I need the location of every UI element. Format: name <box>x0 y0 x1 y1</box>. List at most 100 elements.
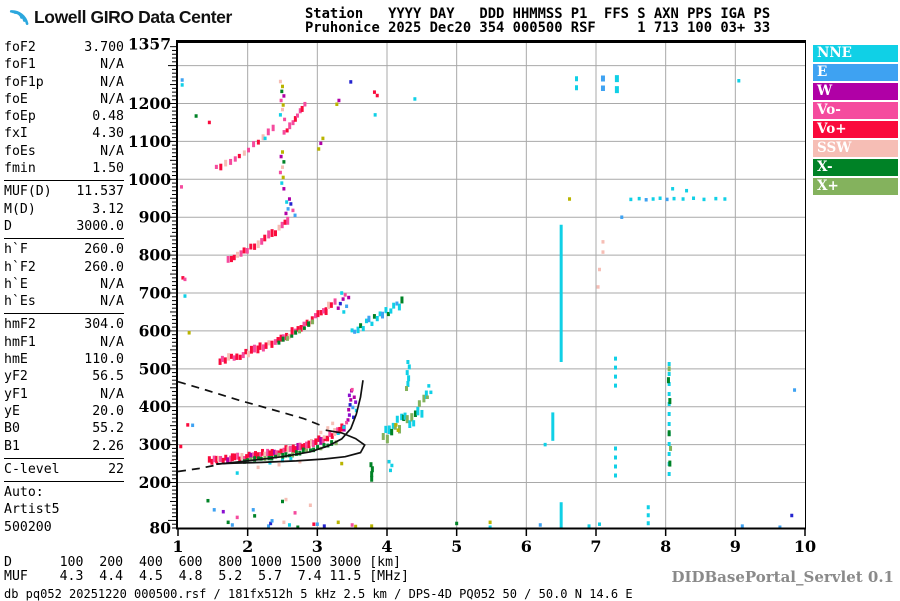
giro-wave-icon <box>7 4 31 30</box>
legend-item-x: X+ <box>813 178 898 195</box>
svg-text:5: 5 <box>451 537 462 556</box>
svg-text:80: 80 <box>149 519 171 538</box>
param-label: M(D) <box>4 201 36 217</box>
svg-text:1100: 1100 <box>128 132 171 151</box>
param-value: N/A <box>100 74 124 90</box>
param-label: hmF1 <box>4 334 36 350</box>
svg-text:3: 3 <box>312 537 323 556</box>
svg-text:1000: 1000 <box>128 170 171 189</box>
param-row: MUF(D) 11.537 <box>4 183 124 200</box>
param-value: 11.537 <box>76 184 124 200</box>
svg-text:4: 4 <box>381 537 392 556</box>
legend-item-nne: NNE <box>813 45 898 62</box>
auto-scaling-label: 500200 <box>4 519 52 535</box>
svg-text:700: 700 <box>139 284 172 303</box>
param-row: yF1 N/A <box>4 386 124 403</box>
svg-text:200: 200 <box>139 473 172 492</box>
panel-separator <box>4 313 124 315</box>
param-value: 3.700 <box>84 40 124 55</box>
param-row: foF1p N/A <box>4 74 124 91</box>
svg-text:6: 6 <box>521 537 532 556</box>
echo-direction-legend: NNE E W Vo- Vo+ SSW X- X+ <box>813 45 898 197</box>
param-row: h`F 260.0 <box>4 241 124 258</box>
legend-item-e: E <box>813 64 898 81</box>
legend-item-vo: Vo+ <box>813 121 898 138</box>
svg-text:800: 800 <box>139 246 172 265</box>
param-label: B1 <box>4 438 20 454</box>
param-row: h`Es N/A <box>4 293 124 310</box>
param-label: h`E <box>4 276 28 292</box>
param-label: foF2 <box>4 40 36 55</box>
panel-separator <box>4 180 124 182</box>
param-value: N/A <box>100 57 124 73</box>
param-row: h`E N/A <box>4 276 124 293</box>
param-row: foEp 0.48 <box>4 108 124 125</box>
param-row: hmF1 N/A <box>4 334 124 351</box>
distance-row: D 100 200 400 600 800 1000 1500 3000 [km… <box>4 555 401 570</box>
param-row: B1 2.26 <box>4 438 124 455</box>
svg-text:9: 9 <box>730 537 741 556</box>
param-label: fmin <box>4 161 36 177</box>
param-label: foF1p <box>4 74 44 90</box>
param-value: 56.5 <box>92 369 124 385</box>
param-value: 4.30 <box>92 126 124 142</box>
svg-text:1: 1 <box>172 537 183 556</box>
param-label: hmE <box>4 352 28 368</box>
svg-text:2: 2 <box>242 537 253 556</box>
svg-text:1200: 1200 <box>128 94 171 113</box>
svg-text:8: 8 <box>660 537 671 556</box>
param-row: foF2 3.700 <box>4 39 124 56</box>
param-row: yE 20.0 <box>4 403 124 420</box>
param-label: B0 <box>4 421 20 437</box>
param-label: yF2 <box>4 369 28 385</box>
param-label: hmF2 <box>4 317 36 333</box>
giro-logo: Lowell GIRO Data Center <box>7 4 232 30</box>
param-value: N/A <box>100 143 124 159</box>
param-label: h`F2 <box>4 259 36 275</box>
param-value: N/A <box>100 386 124 402</box>
param-value: 2.26 <box>92 438 124 454</box>
param-label: MUF(D) <box>4 184 52 200</box>
param-row: C-level 22 <box>4 461 124 478</box>
param-value: 22 <box>108 461 124 477</box>
servlet-version-label: DIDBasePortal_Servlet 0.1 <box>671 568 894 586</box>
header-columns-line: Station YYYY DAY DDD HHMMSS P1 FFS S AXN… <box>305 6 771 22</box>
param-label: fxI <box>4 126 28 142</box>
param-row: M(D) 3.12 <box>4 201 124 218</box>
param-row: foE N/A <box>4 91 124 108</box>
logo-text: Lowell GIRO Data Center <box>34 6 232 27</box>
svg-text:600: 600 <box>139 321 172 340</box>
param-value: N/A <box>100 294 124 310</box>
param-value: 304.0 <box>84 317 124 333</box>
legend-item-w: W <box>813 83 898 100</box>
muf-row: MUF 4.3 4.4 4.5 4.8 5.2 5.7 7.4 11.5 [MH… <box>4 569 409 584</box>
legend-item-vo: Vo- <box>813 102 898 119</box>
param-label: h`Es <box>4 294 36 310</box>
param-value: N/A <box>100 91 124 107</box>
header-values-line: Pruhonice 2025 Dec20 354 000500 RSF 1 71… <box>305 20 771 36</box>
param-value: 260.0 <box>84 259 124 275</box>
param-value: 3.12 <box>92 201 124 217</box>
param-row: foF1 N/A <box>4 56 124 73</box>
param-row: h`F2 260.0 <box>4 259 124 276</box>
param-row: hmF2 304.0 <box>4 316 124 333</box>
svg-text:7: 7 <box>590 537 601 556</box>
scaled-parameters-panel: foF2 3.700 foF1 N/A foF1p N/A foE N/A foEp 0.48 fx… <box>4 39 124 536</box>
param-row: fmin 1.50 <box>4 160 124 177</box>
param-row: hmE 110.0 <box>4 351 124 368</box>
param-label: foE <box>4 91 28 107</box>
auto-scaling-label: Auto: <box>4 485 44 501</box>
param-value: 55.2 <box>92 421 124 437</box>
param-label: C-level <box>4 461 60 477</box>
param-value: 3000.0 <box>76 218 124 234</box>
svg-text:500: 500 <box>139 359 172 378</box>
param-row: yF2 56.5 <box>4 368 124 385</box>
param-value: 20.0 <box>92 403 124 419</box>
param-value: N/A <box>100 334 124 350</box>
param-label: yF1 <box>4 386 28 402</box>
param-value: N/A <box>100 276 124 292</box>
param-row: fxI 4.30 <box>4 125 124 142</box>
param-label: foEp <box>4 109 36 125</box>
